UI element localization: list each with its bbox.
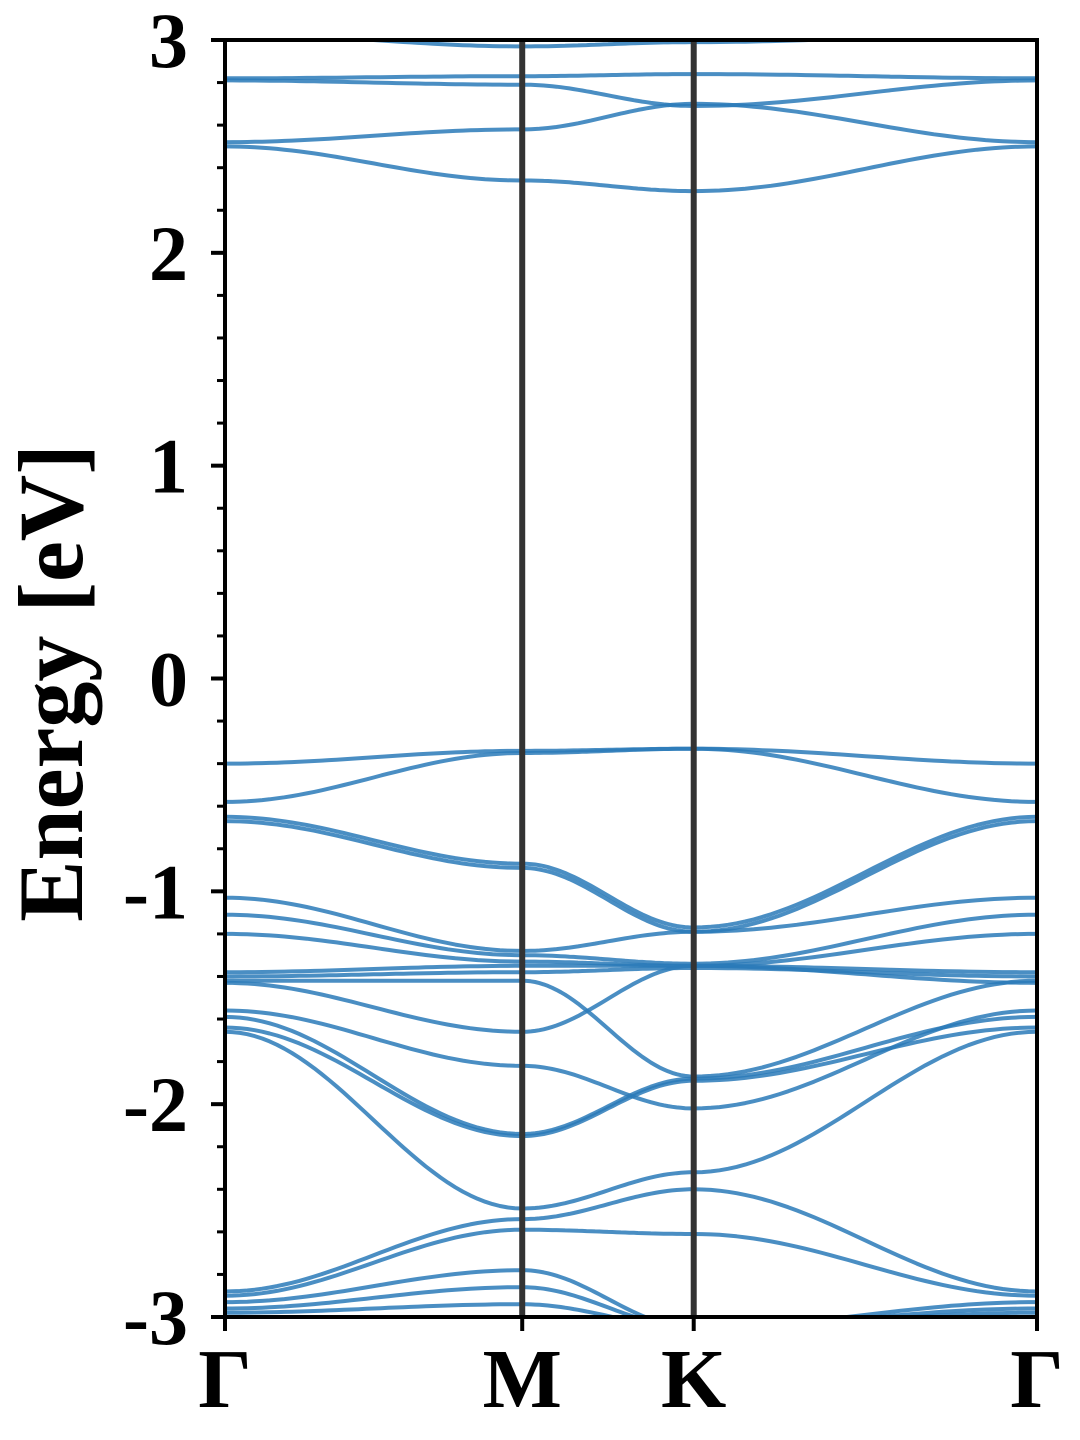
band-line xyxy=(225,746,1037,804)
band-line xyxy=(343,40,863,49)
band-line xyxy=(225,1029,1037,1211)
band-line xyxy=(225,966,1037,979)
x-tick-label: M xyxy=(483,1333,562,1426)
band-line xyxy=(225,978,1037,1079)
band-line xyxy=(225,895,1037,953)
x-tick-label: K xyxy=(661,1333,726,1426)
y-tick-label: -1 xyxy=(123,848,188,935)
band-line xyxy=(225,963,1037,1034)
y-tick-label: 3 xyxy=(149,0,188,84)
band-line xyxy=(225,819,1037,934)
y-tick-label: 2 xyxy=(149,210,188,297)
band-line xyxy=(225,1268,1037,1317)
plot-frame xyxy=(223,38,1039,1319)
y-tick-label: -3 xyxy=(123,1274,188,1361)
y-axis-label: Energy [eV] xyxy=(0,444,102,922)
x-tick-label: Γ xyxy=(1010,1333,1063,1426)
y-axis-ticks: 3 2 1 0 -1 -2 -3 xyxy=(123,0,225,1361)
band-line xyxy=(225,144,1037,194)
y-tick-label: 1 xyxy=(149,423,188,510)
band-line xyxy=(225,78,1037,108)
band-line xyxy=(225,1227,1037,1298)
band-line xyxy=(225,1025,1037,1139)
y-tick-label: 0 xyxy=(149,636,188,723)
band-line xyxy=(225,912,1037,966)
band-lines xyxy=(225,40,1037,1317)
band-line xyxy=(225,1008,1037,1111)
band-line xyxy=(225,72,1037,81)
band-line xyxy=(225,101,1037,145)
band-line xyxy=(225,814,1037,930)
band-line xyxy=(225,1285,1037,1317)
x-tick-label: Γ xyxy=(198,1333,251,1426)
y-tick-label: -2 xyxy=(123,1061,188,1148)
band-line xyxy=(225,963,1037,975)
band-line xyxy=(225,1187,1037,1294)
band-line xyxy=(225,1014,1037,1136)
kpoint-lines xyxy=(519,40,697,1317)
band-line xyxy=(225,931,1037,968)
